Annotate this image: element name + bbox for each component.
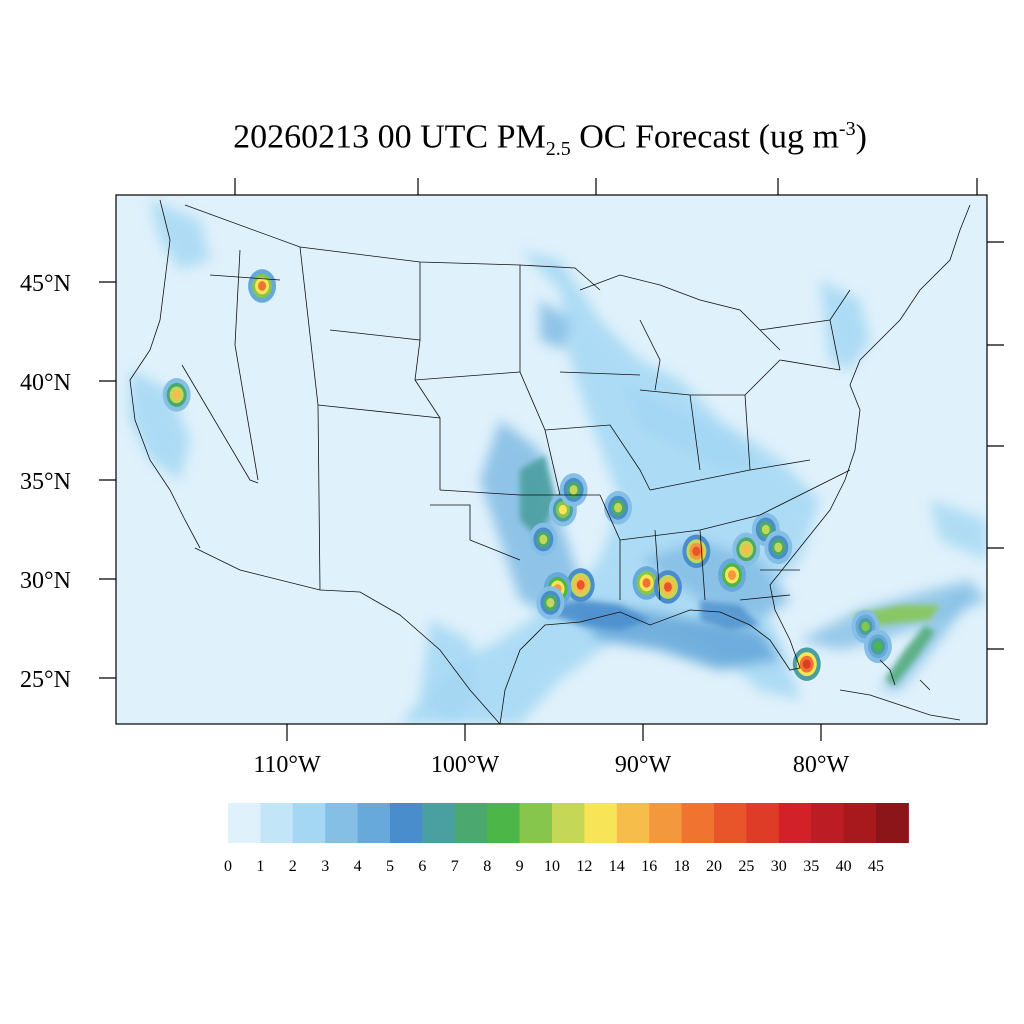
lon-label-100w: 100°W: [431, 752, 500, 778]
map-field: [116, 195, 987, 724]
title-middle: OC Forecast (ug m: [570, 118, 839, 156]
hotspot-17-ring-3: [861, 621, 870, 632]
lat-label-40: 40°N: [20, 370, 71, 396]
colorbar-label-7: 7: [451, 858, 459, 875]
hotspot-layer: [162, 269, 892, 681]
title-suffix: ): [855, 118, 867, 156]
hotspot-8-ring-3: [802, 659, 811, 669]
left-ticks: [99, 281, 116, 679]
map-frame: [115, 194, 988, 725]
islands: [839, 659, 961, 721]
colorbar-swatch-5: [390, 803, 423, 843]
top-ticks: [234, 178, 978, 195]
colorbar-label-2: 2: [289, 858, 297, 875]
colorbar-swatch-4: [357, 803, 391, 843]
colorbar-label-8: 8: [483, 858, 491, 875]
map-title: 20260213 00 UTC PM2.5 OC Forecast (ug m-…: [0, 118, 1024, 161]
colorbar-swatch-14: [681, 803, 715, 843]
boundaries: [129, 199, 971, 724]
hotspot-15-ring-3: [761, 524, 770, 535]
colorbar-label-3: 3: [321, 858, 329, 875]
hotspot-11-ring-3: [569, 485, 578, 495]
hotspot-18-ring-3: [873, 641, 882, 652]
colorbar-swatch-7: [454, 803, 488, 843]
colorbar-swatch-8: [487, 803, 521, 843]
colorbar-swatch-12: [616, 803, 650, 843]
bottom-ticks: [286, 724, 822, 741]
lat-label-25: 25°N: [20, 667, 71, 693]
colorbar-label-12: 14: [609, 858, 625, 875]
colorbar-label-11: 12: [576, 858, 592, 875]
colorbar-label-9: 9: [516, 858, 524, 875]
hotspot-0-ring-3: [576, 580, 585, 590]
colorbar-label-20: 45: [868, 858, 884, 875]
hotspot-5-ring-3: [692, 546, 701, 557]
colorbar-label-15: 20: [706, 858, 722, 875]
colorbar-label-6: 6: [418, 858, 426, 875]
colorbar-swatch-18: [811, 803, 845, 843]
colorbar-swatch-19: [843, 803, 877, 843]
east-coast: [499, 204, 971, 724]
hotspot-12-ring-3: [258, 281, 267, 291]
hotspot-2-ring-3: [546, 597, 555, 608]
hotspot-16-ring-3: [774, 542, 783, 553]
colorbar-label-19: 40: [836, 858, 852, 875]
colorbar-label-1: 1: [256, 858, 264, 875]
colorbar-swatch-13: [649, 803, 683, 843]
border-canada: [184, 204, 601, 291]
title-superscript: -3: [838, 118, 856, 140]
lat-label-30: 30°N: [20, 568, 71, 594]
colorbar-labels: 0 1 2 3 4 5 6 7 8 9 10 12 14 16 18 20 25 30 35 40 45: [224, 858, 884, 875]
hotspot-7-ring-3: [742, 544, 751, 555]
hotspot-3-ring-3: [642, 578, 651, 588]
colorbar-swatch-0: [228, 803, 261, 843]
title-prefix: 20260213 00 UTC PM: [233, 118, 546, 156]
colorbar-label-16: 25: [738, 858, 754, 875]
hotspot-6-ring-3: [728, 570, 736, 580]
colorbar-swatch-6: [422, 803, 456, 843]
colorbar-swatch-20: [876, 803, 909, 843]
colorbar-swatch-16: [746, 803, 780, 843]
colorbar-label-14: 18: [674, 858, 690, 875]
lon-label-90w: 90°W: [615, 752, 672, 778]
right-ticks: [987, 241, 1004, 650]
hotspot-14-ring-3: [614, 502, 623, 513]
colorbar-swatch-10: [552, 803, 585, 843]
colorbar-label-4: 4: [354, 858, 362, 875]
colorbar-label-13: 16: [641, 858, 657, 875]
colorbar-swatch-17: [778, 803, 812, 843]
lon-label-110w: 110°W: [253, 752, 321, 778]
west-coast: [129, 199, 201, 549]
lake-michigan: [639, 319, 661, 391]
colorbar-label-18: 35: [803, 858, 819, 875]
hotspot-9-ring-3: [558, 504, 567, 515]
colorbar-label-5: 5: [386, 858, 394, 875]
colorbar-swatch-11: [584, 803, 618, 843]
colorbar: [228, 803, 909, 843]
title-subscript: 2.5: [545, 138, 571, 161]
colorbar-swatch-1: [260, 803, 294, 843]
hotspot-10-ring-3: [539, 534, 548, 545]
colorbar-label-10: 10: [544, 858, 560, 875]
lat-label-35: 35°N: [20, 469, 71, 495]
colorbar-swatch-9: [519, 803, 553, 843]
colorbar-label-17: 30: [771, 858, 787, 875]
colorbar-label-0: 0: [224, 858, 232, 875]
hotspot-13-ring-3: [172, 390, 181, 400]
border-mexico: [194, 547, 501, 724]
lat-label-45: 45°N: [20, 271, 71, 297]
colorbar-swatch-3: [325, 803, 359, 843]
colorbar-swatch-2: [292, 803, 326, 843]
lon-label-80w: 80°W: [793, 752, 850, 778]
colorbar-swatch-15: [714, 803, 747, 843]
hotspot-4-ring-3: [663, 582, 672, 592]
